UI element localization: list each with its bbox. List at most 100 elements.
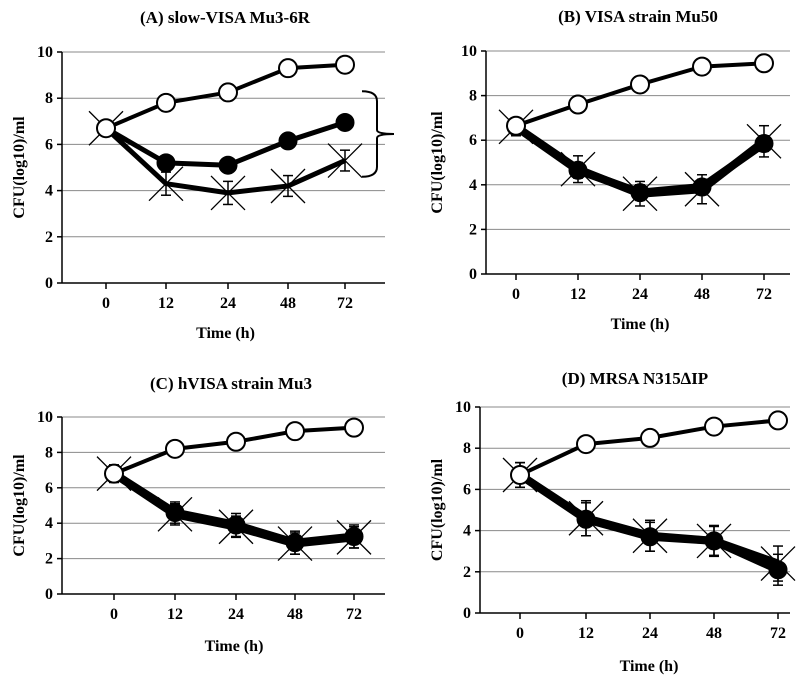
series-open-circle — [104, 417, 364, 484]
data-point-filled-circle — [692, 177, 712, 197]
x-tick-label: 0 — [512, 286, 520, 303]
x-tick-label: 12 — [167, 606, 183, 623]
data-point-filled-circle — [576, 509, 596, 529]
data-point-open-circle — [768, 410, 788, 431]
x-tick-label: 24 — [220, 295, 236, 312]
series-filled-circle — [104, 464, 364, 555]
x-tick-label: 48 — [280, 295, 296, 312]
y-tick-label: 0 — [45, 275, 53, 292]
y-tick-label: 2 — [45, 229, 53, 246]
y-tick-label: 8 — [469, 88, 477, 105]
x-axis-title: Time (h) — [620, 658, 679, 675]
x-tick-label: 72 — [337, 295, 353, 312]
data-point-filled-circle — [165, 503, 185, 523]
x-tick-label: 12 — [570, 286, 586, 303]
series-filled-circle — [506, 117, 774, 203]
data-point-filled-circle — [278, 131, 298, 151]
x-tick-label: 0 — [110, 606, 118, 623]
data-point-open-circle — [510, 464, 530, 485]
data-point-filled-circle — [344, 526, 364, 546]
x-tick-label: 48 — [694, 286, 710, 303]
data-point-filled-circle — [768, 560, 788, 580]
y-axis-title: CFU(log10)/ml — [11, 116, 28, 219]
data-point-open-circle — [576, 434, 596, 455]
x-tick-label: 0 — [102, 295, 110, 312]
x-tick-label: 24 — [642, 625, 658, 642]
x-tick-label: 24 — [228, 606, 244, 623]
x-axis-title: Time (h) — [611, 316, 670, 333]
data-point-filled-circle — [754, 134, 774, 154]
y-tick-label: 10 — [37, 44, 53, 61]
y-axis-title: CFU(log10)/ml — [11, 454, 28, 557]
y-tick-label: 8 — [45, 444, 53, 461]
x-tick-label: 72 — [346, 606, 362, 623]
x-tick-label: 12 — [578, 625, 594, 642]
chart-title: (C) hVISA strain Mu3 — [150, 374, 312, 393]
y-axis-title: CFU(log10)/ml — [429, 458, 446, 561]
data-point-open-circle — [104, 463, 124, 484]
series-cross — [88, 110, 363, 211]
data-point-open-circle — [96, 118, 116, 139]
data-point-cross — [210, 175, 246, 211]
data-point-filled-circle — [568, 160, 588, 180]
x-tick-label: 48 — [706, 625, 722, 642]
y-tick-label: 6 — [463, 481, 471, 498]
data-point-open-circle — [218, 82, 238, 103]
data-point-filled-circle — [285, 533, 305, 553]
data-point-filled-circle — [226, 515, 246, 535]
y-tick-label: 0 — [469, 266, 477, 283]
y-tick-label: 0 — [463, 605, 471, 622]
x-tick-label: 12 — [158, 295, 174, 312]
data-point-open-circle — [278, 58, 298, 79]
y-tick-label: 2 — [45, 551, 53, 568]
data-point-open-circle — [344, 417, 364, 438]
data-point-open-circle — [165, 438, 185, 459]
y-tick-label: 6 — [469, 132, 477, 149]
y-axis-title: CFU(log10)/ml — [429, 111, 446, 214]
x-axis-title: Time (h) — [196, 325, 255, 342]
x-tick-label: 24 — [632, 286, 648, 303]
x-tick-label: 0 — [516, 625, 524, 642]
series-cross — [96, 456, 372, 562]
data-point-open-circle — [640, 427, 660, 448]
data-point-open-circle — [335, 54, 355, 75]
y-tick-label: 4 — [463, 523, 471, 540]
data-point-cross — [327, 143, 363, 179]
x-tick-label: 72 — [756, 286, 772, 303]
data-point-filled-circle — [156, 153, 176, 173]
data-point-open-circle — [630, 74, 650, 95]
y-tick-label: 8 — [463, 440, 471, 457]
data-point-open-circle — [226, 431, 246, 452]
y-tick-label: 10 — [461, 43, 477, 60]
data-point-open-circle — [692, 56, 712, 77]
data-point-open-circle — [156, 92, 176, 113]
y-tick-label: 6 — [45, 136, 53, 153]
data-point-filled-circle — [704, 531, 724, 551]
x-axis-title: Time (h) — [205, 638, 264, 655]
y-tick-label: 0 — [45, 586, 53, 603]
x-tick-label: 48 — [287, 606, 303, 623]
series-cross — [502, 457, 796, 582]
data-point-filled-circle — [218, 155, 238, 175]
y-tick-label: 6 — [45, 480, 53, 497]
y-tick-label: 4 — [469, 177, 477, 194]
data-point-filled-circle — [335, 112, 355, 132]
data-point-filled-circle — [640, 527, 660, 547]
data-point-open-circle — [285, 421, 305, 442]
data-point-open-circle — [568, 94, 588, 115]
data-point-cross — [148, 166, 184, 202]
chart-title: (D) MRSA N315∆IP — [562, 369, 708, 388]
data-point-filled-circle — [630, 183, 650, 203]
chart-title: (B) VISA strain Mu50 — [558, 7, 718, 26]
series-open-circle — [96, 54, 355, 139]
bracket-mark — [361, 90, 395, 178]
y-tick-label: 8 — [45, 90, 53, 107]
y-tick-label: 10 — [455, 399, 471, 416]
series-filled-circle — [510, 461, 788, 586]
